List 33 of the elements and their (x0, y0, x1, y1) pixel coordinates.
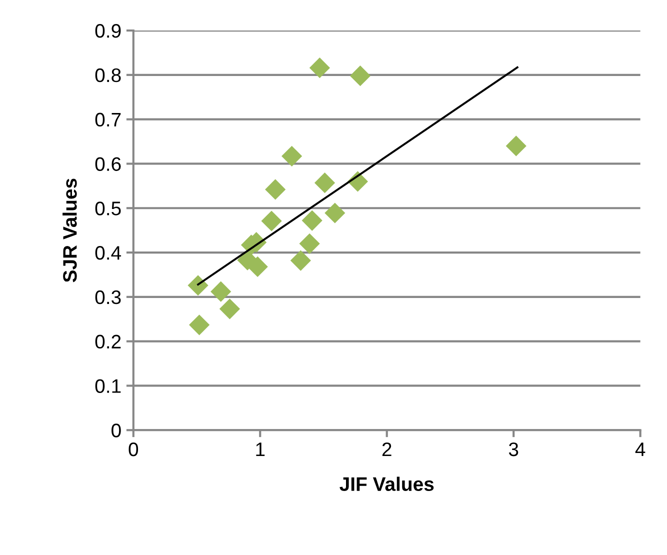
y-tick-label: 0.4 (95, 246, 122, 260)
y-tick-label: 0.5 (95, 202, 121, 216)
x-tick-label: 3 (508, 442, 518, 456)
y-tick-label: 0.7 (95, 112, 121, 127)
point (188, 275, 208, 296)
point (265, 179, 286, 200)
point (506, 136, 526, 156)
y-tick-label: 0.9 (95, 24, 121, 38)
x-tick-label: 2 (382, 442, 392, 456)
x-tick-label: 1 (256, 442, 265, 456)
point (290, 250, 311, 271)
point (314, 172, 336, 194)
point (350, 66, 371, 86)
point (247, 256, 268, 278)
point (299, 233, 320, 254)
point (282, 146, 302, 166)
point (324, 202, 346, 224)
y-tick-label: 0.6 (95, 157, 121, 171)
y-tick-label: 0.3 (95, 290, 121, 304)
x-tick-label: 4 (635, 442, 646, 456)
y-axis-title: SJR Values (62, 178, 77, 282)
y-tick-label: 0.8 (95, 68, 121, 82)
point (261, 210, 282, 232)
point (219, 298, 240, 320)
y-tick-label: 0 (112, 424, 121, 438)
point (309, 58, 330, 78)
point (302, 210, 322, 231)
point (189, 314, 210, 336)
y-tick-label: 0.2 (95, 334, 121, 349)
y-tick-label: 0.1 (95, 379, 121, 393)
point (210, 281, 232, 302)
x-tick-label: 0 (128, 442, 138, 456)
x-axis-title: JIF Values (340, 476, 434, 492)
